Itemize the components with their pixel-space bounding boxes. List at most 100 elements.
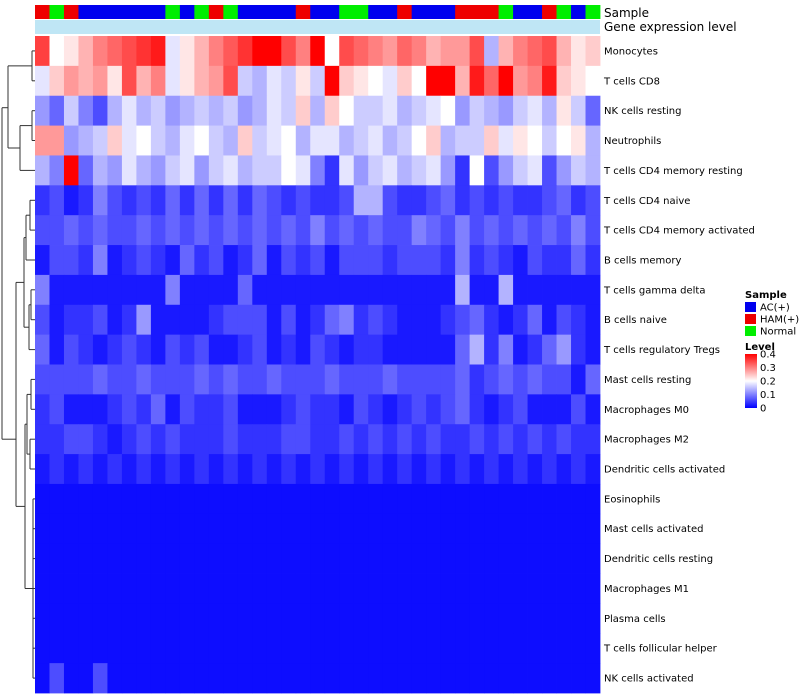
heatmap-cell <box>295 483 311 515</box>
heatmap-cell <box>150 95 166 126</box>
heatmap-cell <box>63 185 79 216</box>
heatmap-cell <box>121 65 137 97</box>
heatmap-cell <box>208 513 224 545</box>
heatmap-cell <box>353 573 369 604</box>
heatmap-cell <box>397 36 413 67</box>
heatmap-cell <box>92 125 108 156</box>
heatmap-cell <box>498 155 514 186</box>
heatmap-cell <box>527 185 543 216</box>
heatmap-cell <box>194 95 210 126</box>
heatmap-cell <box>542 573 557 604</box>
heatmap-cell <box>353 245 369 276</box>
heatmap-cell <box>281 633 297 664</box>
heatmap-cell <box>107 185 123 216</box>
heatmap-cell <box>107 155 123 186</box>
heatmap-cell <box>107 125 123 156</box>
heatmap-cell <box>165 95 181 126</box>
heatmap-cell <box>150 483 166 515</box>
gene-expression-annotation-bar <box>35 20 600 34</box>
heatmap-cell <box>411 603 427 634</box>
heatmap-cell <box>571 364 586 395</box>
heatmap-cell <box>150 543 166 574</box>
heatmap-cell <box>310 274 326 306</box>
heatmap-cell <box>353 424 369 455</box>
heatmap-cell <box>179 334 195 365</box>
heatmap-cell <box>339 364 355 395</box>
heatmap-cell <box>411 215 427 246</box>
heatmap-cell <box>136 274 152 306</box>
heatmap-cell <box>397 185 413 216</box>
heatmap-cell <box>571 513 586 545</box>
heatmap-cell <box>382 185 398 216</box>
heatmap-cell <box>397 573 413 604</box>
sample-annotation-bar <box>35 5 601 19</box>
heatmap-cell <box>426 215 442 246</box>
heatmap-cell <box>266 215 282 246</box>
heatmap-cell <box>49 274 65 306</box>
heatmap-cell <box>469 185 485 216</box>
heatmap-cell <box>237 274 253 306</box>
heatmap-cell <box>35 573 50 604</box>
sample-annotation-cell <box>208 5 224 19</box>
heatmap-cell <box>63 65 79 97</box>
heatmap-cell <box>527 483 543 515</box>
heatmap-cell <box>266 245 282 276</box>
heatmap-cell <box>498 364 514 395</box>
heatmap-cell <box>179 424 195 455</box>
heatmap-cell <box>571 125 586 156</box>
heatmap-cell <box>426 454 442 485</box>
heatmap-cell <box>324 245 340 276</box>
heatmap-cell <box>426 304 442 336</box>
heatmap-cell <box>237 573 253 604</box>
heatmap-cell <box>440 185 456 216</box>
heatmap-cell <box>397 274 413 306</box>
heatmap-cell <box>107 274 123 306</box>
heatmap-cell <box>498 543 514 574</box>
row-label: Macrophages M2 <box>604 435 689 446</box>
heatmap-cell <box>339 215 355 246</box>
heatmap-cell <box>498 245 514 276</box>
heatmap-cell <box>440 274 456 306</box>
heatmap-cell <box>35 454 50 485</box>
heatmap-cell <box>498 513 514 545</box>
heatmap-cell <box>556 394 572 425</box>
heatmap-cell <box>63 454 79 485</box>
heatmap-cell <box>281 603 297 634</box>
heatmap-cell <box>295 155 311 186</box>
sample-annotation-cell <box>165 5 181 19</box>
heatmap-cell <box>78 364 94 395</box>
sample-annotation-cell <box>397 5 413 19</box>
heatmap-cell <box>397 334 413 365</box>
heatmap-cell <box>78 125 94 156</box>
heatmap-cell <box>179 364 195 395</box>
heatmap-cell <box>440 245 456 276</box>
heatmap-cell <box>411 573 427 604</box>
heatmap-cell <box>440 483 456 515</box>
heatmap-cell <box>484 334 499 365</box>
heatmap-cell <box>92 483 108 515</box>
legend-tick-label: 0 <box>760 404 766 415</box>
heatmap-cell <box>571 245 586 276</box>
heatmap-cell <box>281 95 297 126</box>
heatmap-cell <box>35 245 50 276</box>
heatmap-cell <box>397 663 413 694</box>
heatmap-cell <box>397 364 413 395</box>
heatmap-cell <box>35 65 50 97</box>
heatmap-cell <box>411 454 427 485</box>
heatmap-cell <box>484 36 499 67</box>
heatmap-cell <box>339 543 355 574</box>
heatmap-cell <box>411 245 427 276</box>
heatmap-cell <box>150 155 166 186</box>
heatmap-cell <box>310 424 326 455</box>
heatmap-cell <box>440 215 456 246</box>
heatmap-cell <box>107 483 123 515</box>
heatmap-cell <box>252 364 268 395</box>
heatmap-cell <box>484 633 499 664</box>
heatmap-cell <box>237 36 253 67</box>
heatmap-cell <box>310 603 326 634</box>
heatmap-cell <box>339 155 355 186</box>
heatmap-cell <box>266 65 282 97</box>
heatmap-cell <box>165 364 181 395</box>
heatmap-cell <box>484 364 499 395</box>
heatmap-cell <box>266 543 282 574</box>
